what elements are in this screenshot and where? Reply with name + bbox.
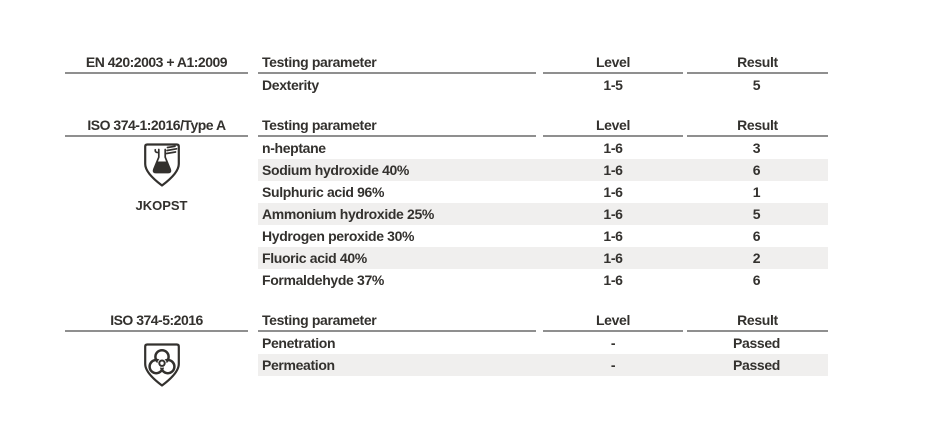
result-cell: 6 xyxy=(752,272,761,288)
level-cell: - xyxy=(610,357,616,373)
result-cell: 6 xyxy=(752,228,761,244)
section-header-row: ISO 374-5:2016 Testing parameter Level R… xyxy=(65,311,828,332)
param-cell: Permeation xyxy=(262,357,335,373)
table-row: Penetration - Passed xyxy=(258,332,828,354)
param-cell: n-heptane xyxy=(262,140,326,156)
column-header-result: Result xyxy=(687,116,828,137)
glove-chemical-code: JKOPST xyxy=(135,198,188,213)
standard-icon-area xyxy=(65,332,258,388)
level-cell: 1-6 xyxy=(603,228,623,244)
table-row: n-heptane 1-6 3 xyxy=(258,137,828,159)
result-cell: 2 xyxy=(752,250,761,266)
standard-icon-area: JKOPST xyxy=(65,137,258,291)
result-cell: 5 xyxy=(752,77,761,93)
column-header-level: Level xyxy=(543,311,683,332)
level-cell: 1-6 xyxy=(603,206,623,222)
table-row: Hydrogen peroxide 30% 1-6 6 xyxy=(258,225,828,247)
table-row: Dexterity 1-5 5 xyxy=(258,74,828,96)
standard-name: EN 420:2003 + A1:2009 xyxy=(65,53,248,74)
table-row: Fluoric acid 40% 1-6 2 xyxy=(258,247,828,269)
section-header-row: ISO 374-1:2016/Type A Testing parameter … xyxy=(65,116,828,137)
chemical-flask-shield-icon xyxy=(143,143,180,187)
table-row: Ammonium hydroxide 25% 1-6 5 xyxy=(258,203,828,225)
section-en-420: EN 420:2003 + A1:2009 Testing parameter … xyxy=(65,53,828,96)
param-cell: Fluoric acid 40% xyxy=(262,250,367,266)
level-cell: - xyxy=(610,335,616,351)
result-cell: 1 xyxy=(752,184,761,200)
level-cell: 1-6 xyxy=(603,250,623,266)
result-cell: Passed xyxy=(733,357,780,373)
section-iso-374-1: ISO 374-1:2016/Type A Testing parameter … xyxy=(65,116,828,291)
table-row: Sodium hydroxide 40% 1-6 6 xyxy=(258,159,828,181)
result-cell: 6 xyxy=(752,162,761,178)
column-header-result: Result xyxy=(687,53,828,74)
section-iso-374-5: ISO 374-5:2016 Testing parameter Level R… xyxy=(65,311,828,388)
table-row: Formaldehyde 37% 1-6 6 xyxy=(258,269,828,291)
standard-icon-area xyxy=(65,74,258,96)
param-cell: Ammonium hydroxide 25% xyxy=(262,206,435,222)
column-header-testing-parameter: Testing parameter xyxy=(258,311,536,332)
standard-name: ISO 374-1:2016/Type A xyxy=(65,116,248,137)
param-cell: Sodium hydroxide 40% xyxy=(262,162,410,178)
level-cell: 1-6 xyxy=(603,272,623,288)
param-cell: Sulphuric acid 96% xyxy=(262,184,385,200)
level-cell: 1-6 xyxy=(603,140,623,156)
param-cell: Formaldehyde 37% xyxy=(262,272,384,288)
result-cell: Passed xyxy=(733,335,780,351)
result-cell: 3 xyxy=(752,140,761,156)
table-row: Sulphuric acid 96% 1-6 1 xyxy=(258,181,828,203)
level-cell: 1-5 xyxy=(603,77,623,93)
param-cell: Hydrogen peroxide 30% xyxy=(262,228,415,244)
level-cell: 1-6 xyxy=(603,184,623,200)
biohazard-shield-icon xyxy=(143,343,180,387)
column-header-result: Result xyxy=(687,311,828,332)
table-row: Permeation - Passed xyxy=(258,354,828,376)
column-header-testing-parameter: Testing parameter xyxy=(258,116,536,137)
level-cell: 1-6 xyxy=(603,162,623,178)
column-header-testing-parameter: Testing parameter xyxy=(258,53,536,74)
section-header-row: EN 420:2003 + A1:2009 Testing parameter … xyxy=(65,53,828,74)
standard-name: ISO 374-5:2016 xyxy=(65,311,248,332)
column-header-level: Level xyxy=(543,53,683,74)
standards-test-results-table: EN 420:2003 + A1:2009 Testing parameter … xyxy=(65,53,828,388)
column-header-level: Level xyxy=(543,116,683,137)
param-cell: Dexterity xyxy=(262,77,319,93)
result-cell: 5 xyxy=(752,206,761,222)
param-cell: Penetration xyxy=(262,335,336,351)
